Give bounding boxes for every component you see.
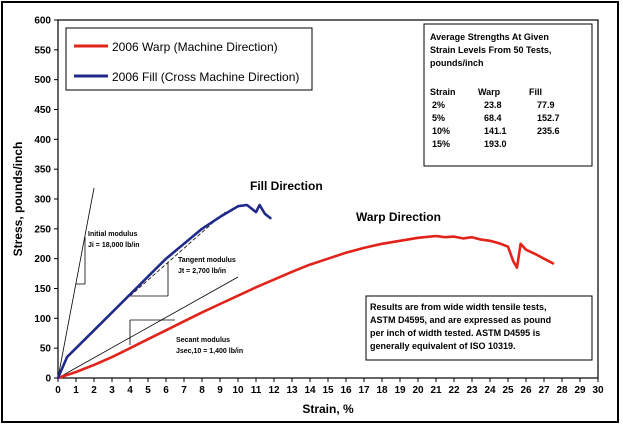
series-line-fill: [56, 203, 272, 380]
x-tick-label: 30: [592, 385, 604, 396]
x-tick-label: 4: [127, 385, 133, 396]
x-tick-label: 6: [163, 385, 169, 396]
strength-table-cell: 23.8: [484, 100, 502, 110]
x-tick-label: 13: [286, 385, 298, 396]
initial-modulus-value: Ji = 18,000 lb/in: [88, 242, 140, 249]
x-tick-label: 5: [145, 385, 151, 396]
x-tick-label: 26: [520, 385, 532, 396]
x-tick-label: 8: [199, 385, 205, 396]
strength-table-header-strain: Strain: [430, 87, 456, 97]
strength-table-cell: 15%: [432, 139, 450, 149]
results-note-line-3: per inch of width tested. ASTM D4595 is: [370, 328, 540, 338]
x-tick-label: 19: [394, 385, 406, 396]
x-axis: 0 1 2 3 4 5 6 7 8 9 10 11 12 13 14 15 16 17 18 19 20 21 22 23 24…: [55, 378, 604, 396]
x-tick-label: 27: [538, 385, 550, 396]
initial-modulus-title: Initial modulus: [88, 231, 137, 238]
secant-modulus-value: Jsec,10 = 1,400 lb/in: [176, 348, 243, 355]
strength-table-header-fill: Fill: [529, 87, 542, 97]
series-layer: [56, 203, 555, 380]
strength-table-title-line-2: Strain Levels From 50 Tests,: [430, 45, 551, 55]
legend-label-fill: 2006 Fill (Cross Machine Direction): [112, 70, 299, 84]
x-tick-label: 24: [484, 385, 496, 396]
y-tick-label: 600: [34, 16, 51, 27]
x-tick-label: 3: [109, 385, 115, 396]
x-tick-label: 28: [556, 385, 568, 396]
results-note-line-2: ASTM D4595, and are expressed as pound: [370, 315, 551, 325]
strength-table-title-line-3: pounds/inch: [430, 58, 484, 68]
x-tick-label: 16: [340, 385, 352, 396]
results-note-line-1: Results are from wide width tensile test…: [370, 302, 547, 312]
strength-table-cell: 10%: [432, 126, 450, 136]
initial-modulus-line: [57, 187, 95, 379]
results-note-box: [365, 295, 593, 361]
x-tick-label: 1: [73, 385, 79, 396]
results-note-line-4: generally equivalent of ISO 10319.: [370, 341, 516, 351]
x-tick-label: 29: [574, 385, 586, 396]
strength-table-cell: 152.7: [537, 113, 560, 123]
results-note: Results are from wide width tensile test…: [365, 295, 593, 361]
x-tick-label: 21: [430, 385, 442, 396]
strength-table-cell: 68.4: [484, 113, 502, 123]
fill-direction-label: Fill Direction: [250, 179, 323, 193]
strength-table-cell: 5%: [432, 113, 445, 123]
series-line-warp: [56, 234, 555, 380]
x-tick-label: 7: [181, 385, 187, 396]
x-tick-label: 17: [358, 385, 370, 396]
y-axis: 0 50 100 150 200 250 300 350 400 450 500 550 600: [34, 16, 58, 385]
x-tick-label: 25: [502, 385, 514, 396]
y-axis-title: Stress, pounds/inch: [11, 142, 25, 257]
y-tick-label: 450: [34, 105, 51, 116]
y-tick-label: 150: [34, 284, 51, 295]
tangent-modulus-line: [129, 211, 226, 297]
strength-table-cell: 235.6: [537, 126, 560, 136]
y-tick-label: 250: [34, 224, 51, 235]
strength-table-cell: 77.9: [537, 100, 555, 110]
x-tick-label: 20: [412, 385, 424, 396]
strength-table-box: [423, 23, 593, 167]
warp-direction-label: Warp Direction: [356, 210, 441, 224]
legend: 2006 Warp (Machine Direction) 2006 Fill …: [65, 27, 313, 91]
y-tick-label: 0: [45, 374, 51, 385]
y-tick-label: 550: [34, 45, 51, 56]
x-tick-label: 12: [268, 385, 280, 396]
tangent-modulus-value: Jt = 2,700 lb/in: [178, 268, 226, 275]
x-tick-label: 2: [91, 385, 97, 396]
y-tick-label: 100: [34, 314, 51, 325]
strength-table: Average Strengths At Given Strain Levels…: [423, 23, 593, 167]
x-tick-label: 9: [217, 385, 223, 396]
x-tick-label: 10: [232, 385, 244, 396]
x-tick-label: 23: [466, 385, 478, 396]
x-tick-label: 18: [376, 385, 388, 396]
x-tick-label: 22: [448, 385, 460, 396]
secant-modulus-line: [57, 276, 239, 379]
modulus-construction-lines: [57, 187, 239, 379]
strength-table-cell: 193.0: [484, 139, 507, 149]
y-tick-label: 350: [34, 165, 51, 176]
strength-table-title-line-1: Average Strengths At Given: [430, 32, 549, 42]
strength-table-cell: 141.1: [484, 126, 507, 136]
y-tick-label: 500: [34, 75, 51, 86]
strength-table-header-warp: Warp: [478, 87, 501, 97]
x-tick-label: 15: [322, 385, 334, 396]
strength-table-rows: 2% 23.8 77.9 5% 68.4 152.7 10% 141.1 235.6 15% 193…: [432, 100, 560, 149]
tangent-modulus-title: Tangent modulus: [178, 257, 236, 264]
legend-label-warp: 2006 Warp (Machine Direction): [112, 40, 278, 54]
y-tick-label: 50: [40, 344, 52, 355]
legend-box: [65, 27, 313, 91]
x-tick-label: 11: [251, 385, 262, 396]
y-tick-label: 200: [34, 254, 51, 265]
strength-table-cell: 2%: [432, 100, 445, 110]
x-tick-label: 0: [55, 385, 61, 396]
y-tick-label: 300: [34, 195, 51, 206]
secant-modulus-title: Secant modulus: [176, 337, 230, 344]
y-tick-label: 400: [34, 135, 51, 146]
x-axis-title: Strain, %: [302, 402, 354, 416]
x-tick-label: 14: [304, 385, 316, 396]
